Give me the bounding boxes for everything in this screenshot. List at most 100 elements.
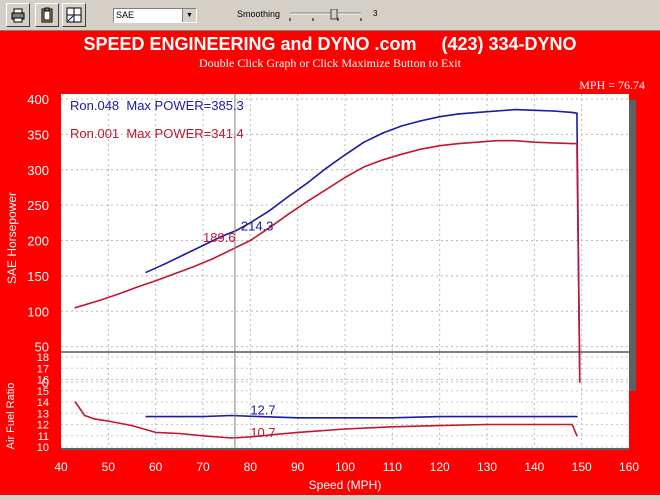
x-tick-label: 160 (619, 460, 639, 474)
series-run-001-afr-point (296, 431, 299, 434)
series-run-048-power-point (202, 244, 204, 247)
series-run-001-power-point (74, 306, 76, 309)
series-lines (74, 108, 581, 439)
series-run-048-afr-point (576, 415, 578, 418)
series-run-001-afr-point (107, 420, 110, 422)
series-run-001-power-point (514, 139, 517, 142)
cursor-annotations: 214.3 189.6 12.7 10.7 (203, 219, 276, 440)
axis-ticks: 40 50 60 70 80 90 100 110 120 130 140 150 160 0 50 100 1… (27, 92, 639, 474)
series-run-048-power-point (344, 154, 346, 156)
afr-readout-run-048: 12.7 (250, 402, 275, 417)
series-run-001-power-point (249, 239, 252, 242)
series-run-048-afr-point (438, 415, 441, 418)
mph-readout: MPH = 76.74 (579, 78, 645, 92)
x-tick-label: 150 (572, 460, 592, 474)
series-run-001-power-point (230, 248, 233, 251)
afr-y-tick-label: 12 (37, 420, 49, 432)
power-y-tick-label: 400 (27, 92, 49, 107)
x-tick-label: 100 (335, 460, 355, 474)
series-run-048-power-point (476, 111, 479, 114)
series-run-001-afr-point (74, 401, 76, 403)
standard-select-value: SAE (116, 10, 135, 20)
series-run-001-power-point (154, 280, 157, 282)
series-run-048-power (145, 108, 581, 383)
legend-run-001: Ron.001 Max POWER=341.4 (70, 126, 244, 141)
smoothing-slider[interactable] (288, 9, 363, 21)
series-run-001-power-point (578, 381, 581, 383)
series-run-001-power-point (457, 142, 460, 145)
series-run-001-power-point (382, 159, 384, 161)
layout-icon (66, 7, 82, 23)
series-run-001-power-point (287, 213, 290, 216)
series-run-048-afr-point (486, 415, 488, 418)
print-button[interactable] (6, 3, 30, 27)
series-run-048-afr (146, 414, 577, 419)
afr-y-axis-label: Air Fuel Ratio (5, 383, 17, 450)
dyno-chart[interactable]: SPEED ENGINEERING and DYNO .com (423) 33… (0, 31, 660, 495)
afr-y-tick-label: 18 (37, 352, 49, 364)
smoothing-label: Smoothing (237, 9, 281, 19)
series-run-001-power-point (117, 293, 119, 296)
chevron-down-icon[interactable]: ▼ (182, 9, 196, 22)
chart-subtitle: Double Click Graph or Click Maximize But… (199, 56, 462, 70)
x-axis-label: Speed (MPH) (309, 478, 382, 492)
afr-y-tick-label: 14 (37, 397, 49, 409)
series-run-001-power-point (533, 141, 536, 143)
series-run-001-afr-point (576, 434, 578, 437)
afr-y-tick-label: 11 (38, 431, 49, 443)
afr-y-tick-label: 13 (37, 408, 49, 420)
series-run-001-power-point (268, 226, 271, 229)
series-run-001-afr-point (178, 432, 181, 435)
series-run-001-afr-point (391, 425, 394, 428)
series-run-001-power-point (325, 188, 327, 191)
series-run-048-afr-point (391, 416, 394, 419)
smoothing-value: 3 (373, 9, 378, 18)
afr-y-tick-label: 17 (37, 363, 49, 375)
power-y-tick-label: 250 (27, 198, 49, 213)
series-run-001-power-point (306, 200, 308, 203)
series-run-048-power-point (401, 125, 403, 127)
series-run-048-power-point (287, 195, 290, 198)
afr-readout-run-001: 10.7 (250, 425, 275, 440)
afr-grid (61, 353, 629, 448)
series-run-001-power-point (344, 176, 346, 179)
series-run-001-afr-point (249, 436, 252, 438)
series-run-048-afr-point (259, 415, 261, 418)
series-run-048-power-point (249, 222, 252, 224)
power-grid (61, 94, 629, 383)
clipboard-button[interactable] (35, 3, 59, 27)
series-run-048-power-point (514, 108, 517, 111)
series-run-001-afr-point (83, 414, 86, 417)
series-run-001-afr-point (154, 431, 157, 434)
series-run-048-power-point (183, 253, 185, 256)
series-run-001-power-point (476, 141, 479, 143)
series-run-001-power-point (135, 286, 138, 288)
chart-panel[interactable]: SPEED ENGINEERING and DYNO .com (423) 33… (0, 31, 660, 495)
series-run-001-power-point (401, 153, 403, 155)
series-run-001-afr-point (93, 418, 95, 420)
power-y-tick-label: 350 (27, 127, 49, 142)
series-run-048-afr-point (230, 414, 233, 417)
power-y-tick-label: 300 (27, 163, 49, 178)
series-run-048-power-point (221, 235, 223, 238)
layout-button[interactable] (62, 3, 86, 27)
series-run-001-power-point (552, 142, 555, 144)
series-run-001-afr-point (273, 433, 275, 436)
series-run-001-afr-point (230, 437, 233, 439)
x-tick-label: 110 (383, 460, 402, 474)
series-run-048-afr-point (344, 416, 346, 419)
power-y-tick-label: 150 (27, 269, 49, 284)
series-run-048-power-point (419, 120, 422, 122)
series-run-048-afr-point (178, 415, 181, 418)
series-run-001-power-point (98, 299, 100, 302)
series-run-048-power-point (235, 229, 237, 232)
series-run-001-afr-point (438, 424, 441, 427)
series-run-048-power-point (576, 112, 578, 114)
series-run-048-afr-point (202, 415, 204, 418)
power-y-axis-label: SAE Horsepower (5, 192, 19, 284)
series-run-048-power-point (438, 115, 441, 118)
standard-select[interactable]: SAE ▼ (113, 8, 197, 23)
series-run-048-power-point (268, 209, 271, 212)
legend-run-048: Ron.048 Max POWER=385.3 (70, 98, 244, 113)
slider-thumb[interactable] (330, 9, 338, 20)
